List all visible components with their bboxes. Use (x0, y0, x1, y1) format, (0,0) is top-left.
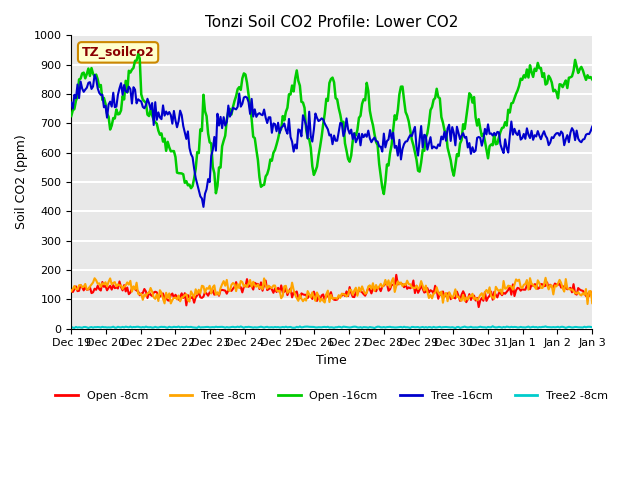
X-axis label: Time: Time (316, 354, 347, 367)
Y-axis label: Soil CO2 (ppm): Soil CO2 (ppm) (15, 134, 28, 229)
Legend: Open -8cm, Tree -8cm, Open -16cm, Tree -16cm, Tree2 -8cm: Open -8cm, Tree -8cm, Open -16cm, Tree -… (51, 386, 612, 405)
Text: TZ_soilco2: TZ_soilco2 (82, 46, 154, 59)
Title: Tonzi Soil CO2 Profile: Lower CO2: Tonzi Soil CO2 Profile: Lower CO2 (205, 15, 458, 30)
